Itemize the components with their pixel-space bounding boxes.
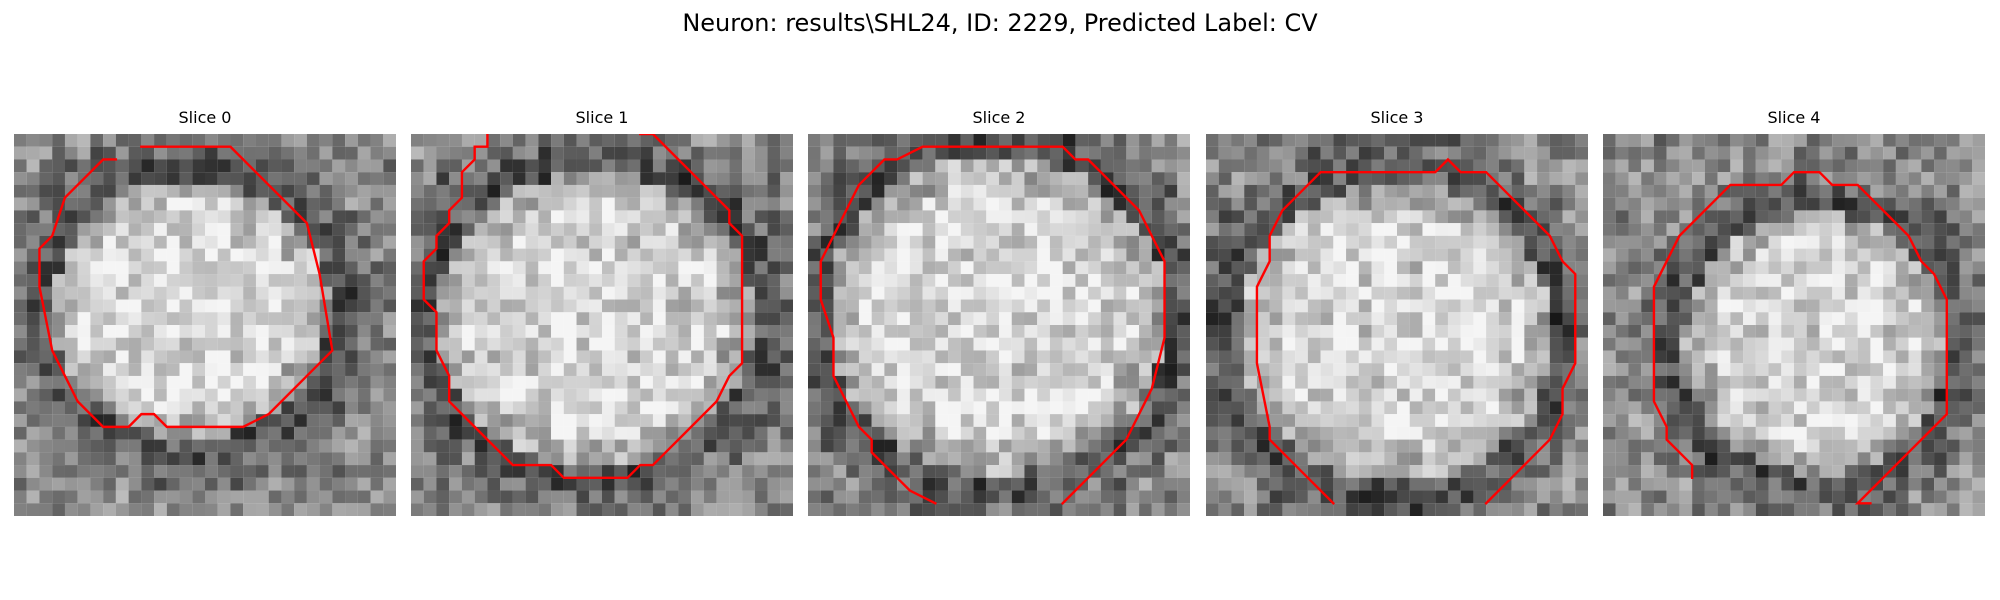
slice-panel-3: Slice 3 xyxy=(1206,108,1588,528)
slice-image-1 xyxy=(411,134,793,516)
segmentation-contour xyxy=(1652,171,1948,505)
slice-title-3: Slice 3 xyxy=(1370,108,1424,127)
slice-image-2 xyxy=(808,134,1190,516)
segmentation-contour xyxy=(422,134,744,479)
slice-image-0 xyxy=(14,134,396,516)
slice-title-1: Slice 1 xyxy=(575,108,629,127)
slice-panel-0: Slice 0 xyxy=(14,108,396,528)
slice-panel-2: Slice 2 xyxy=(808,108,1190,528)
segmentation-contour xyxy=(38,145,334,429)
segmentation-contour xyxy=(1255,157,1577,505)
figure-title: Neuron: results\SHL24, ID: 2229, Predict… xyxy=(682,9,1318,37)
slice-panel-4: Slice 4 xyxy=(1603,108,1985,528)
slice-title-0: Slice 0 xyxy=(178,108,232,127)
slice-title-4: Slice 4 xyxy=(1767,108,1821,127)
slice-panel-1: Slice 1 xyxy=(411,108,793,528)
slice-image-3 xyxy=(1206,134,1588,516)
segmentation-contour xyxy=(819,145,1166,505)
slice-image-4 xyxy=(1603,134,1985,516)
slice-title-2: Slice 2 xyxy=(972,108,1026,127)
